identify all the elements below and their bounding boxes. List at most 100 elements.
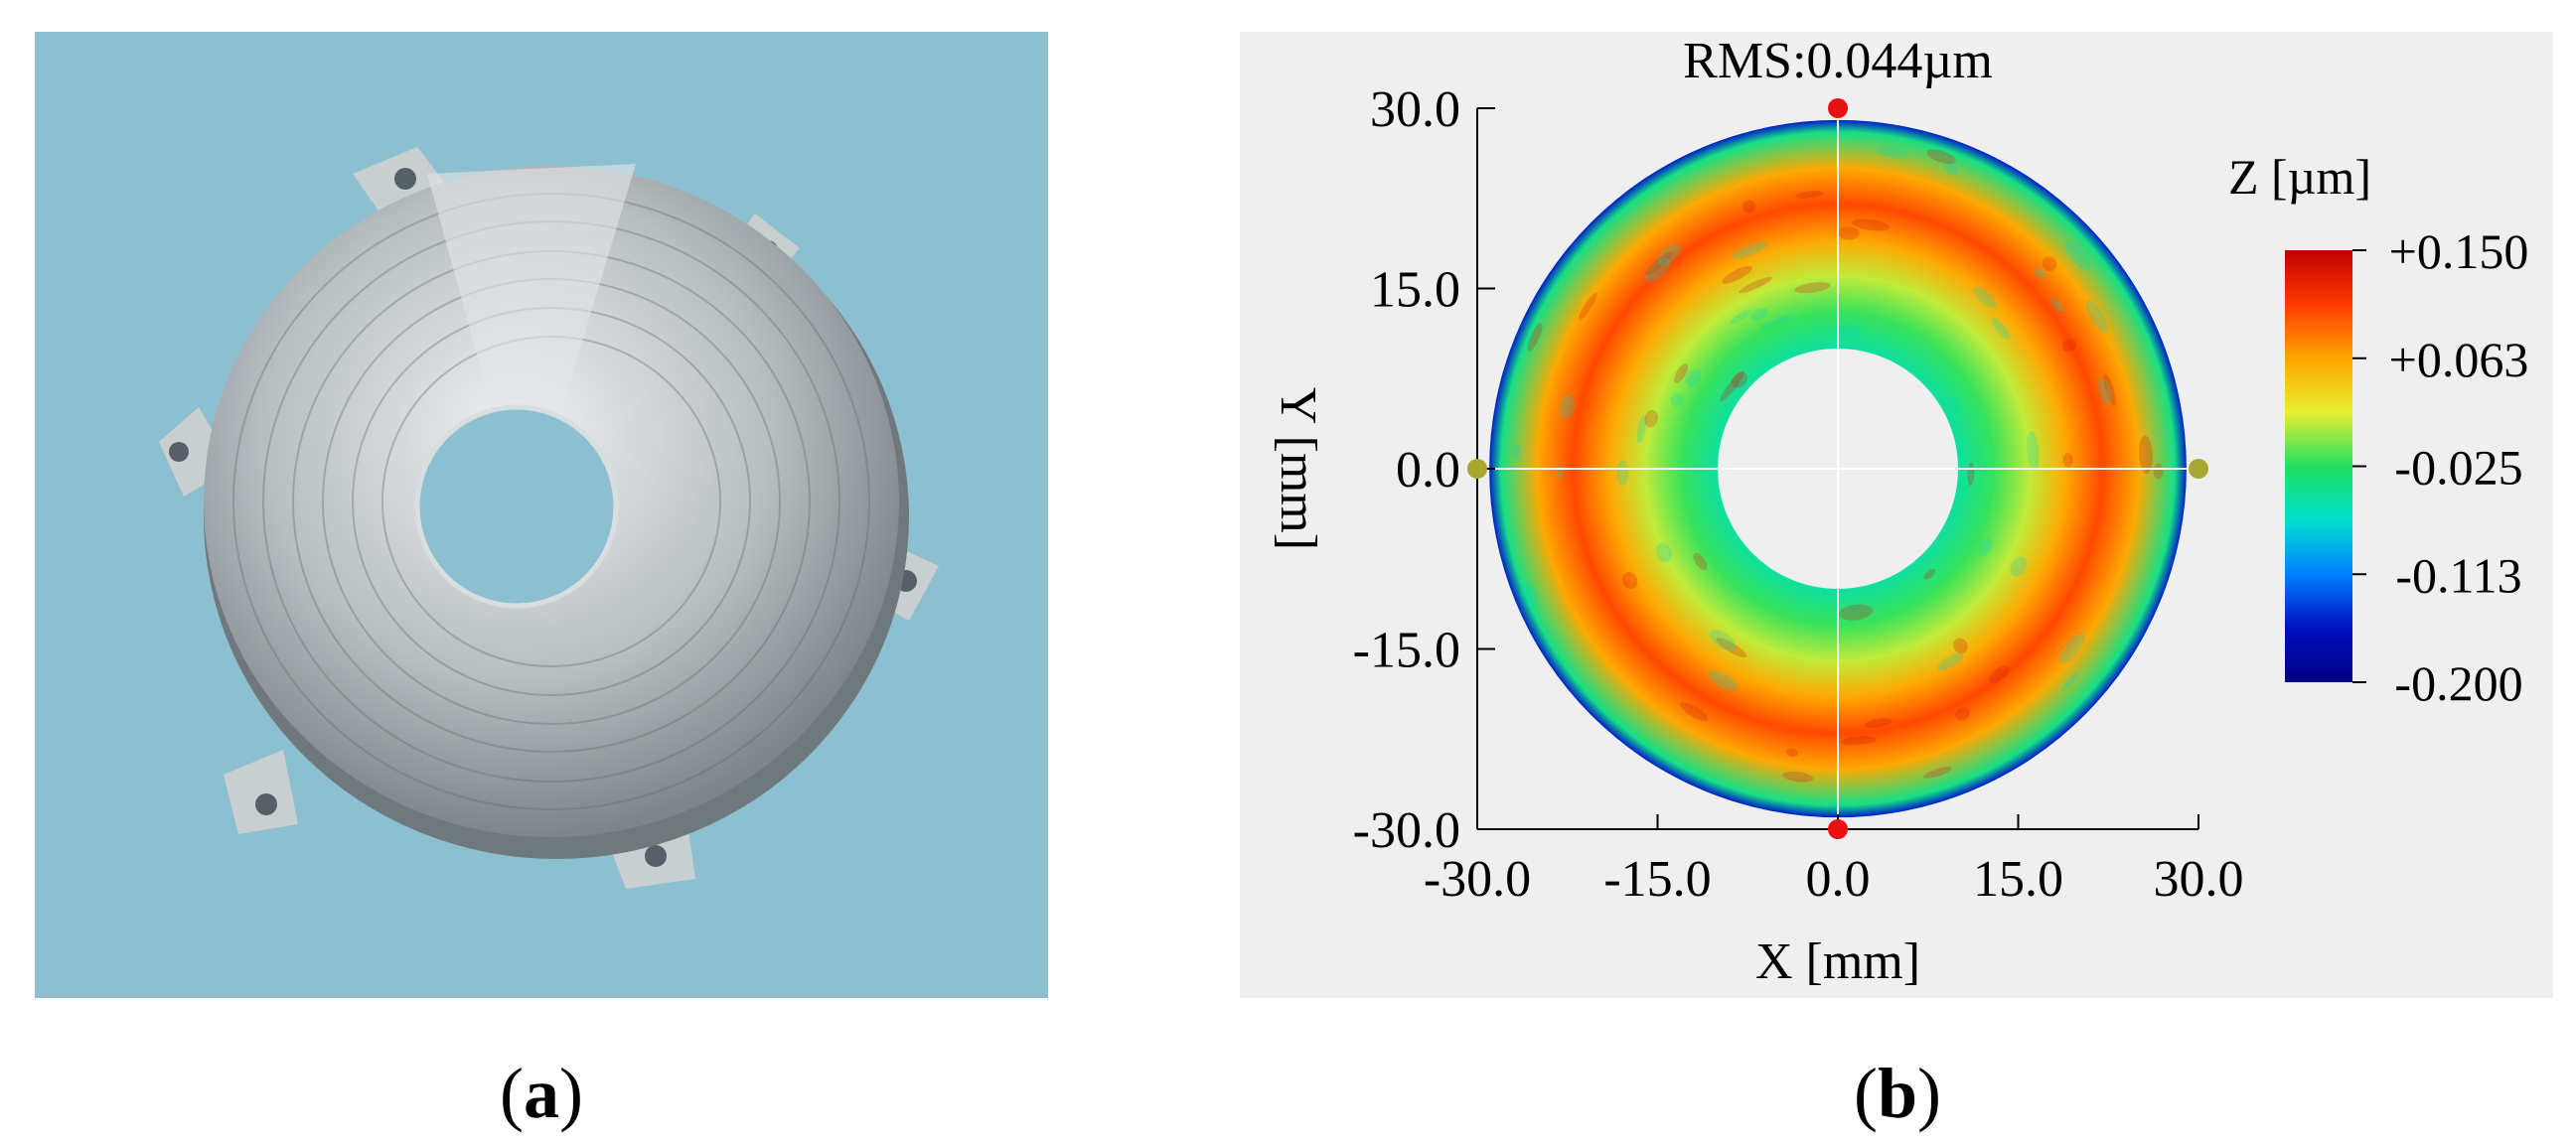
caption-b: (b) [1854, 1054, 1941, 1133]
texture-speck [1988, 665, 2010, 684]
reference-marker [1828, 98, 1848, 118]
mounting-tab [224, 750, 298, 834]
texture-speck [2010, 556, 2027, 577]
texture-speck [1512, 443, 1522, 459]
caption-b-close: ) [1917, 1054, 1941, 1133]
x-tick-label: 0.0 [1806, 851, 1871, 908]
texture-speck [1794, 282, 1831, 294]
texture-speck [1943, 163, 1959, 175]
x-tick-label: -30.0 [1424, 851, 1531, 908]
y-tick-label: 15.0 [1370, 262, 1460, 319]
texture-speck [1955, 707, 1970, 721]
texture-speck [1645, 251, 1673, 276]
texture-speck [1616, 460, 1629, 487]
texture-speck [1785, 748, 1799, 758]
y-tick-label: -30.0 [1353, 802, 1460, 859]
texture-speck [1578, 292, 1597, 321]
texture-speck [2153, 463, 2164, 480]
texture-speck [1953, 638, 1968, 653]
rms-title: RMS:0.044µm [1683, 33, 1993, 89]
center-hole-edge [414, 404, 619, 609]
texture-speck [2042, 256, 2057, 272]
texture-speck [1923, 767, 1952, 779]
panel-b-plot: RMS:0.044µm 30.0 15.0 0.0 -15.0 -30.0 -30.0 -… [1240, 32, 2553, 998]
texture-speck [1636, 414, 1647, 444]
texture-speck [2103, 373, 2116, 407]
caption-b-open: ( [1854, 1054, 1878, 1133]
colorbar-label: +0.150 [2389, 223, 2529, 279]
reference-marker [1828, 819, 1848, 839]
texture-speck [1720, 370, 1744, 402]
texture-speck [1973, 286, 1998, 309]
tab-hole [255, 793, 277, 815]
texture-speck [2060, 671, 2079, 692]
colorbar-label: +0.063 [2389, 332, 2529, 387]
colorbar-label: -0.025 [2394, 440, 2522, 496]
texture-speck [1759, 314, 1795, 330]
texture-speck [1978, 538, 1993, 557]
colorbar-labels: +0.150 +0.063 -0.025 -0.113 -0.200 [2352, 223, 2528, 711]
texture-speck [1708, 670, 1738, 691]
caption-a-open: ( [500, 1054, 524, 1133]
texture-speck [2050, 297, 2063, 313]
texture-speck [1782, 771, 1814, 783]
texture-speck [2139, 435, 2153, 475]
texture-speck [1838, 604, 1874, 621]
texture-speck [1656, 243, 1681, 265]
texture-speck [2062, 452, 2073, 468]
caption-b-letter: b [1878, 1054, 1917, 1133]
texture-speck [1670, 392, 1684, 407]
texture-speck [1947, 396, 1960, 415]
texture-speck [1693, 552, 1708, 571]
tab-hole [394, 168, 416, 190]
texture-speck [1644, 409, 1658, 428]
texture-speck [1852, 218, 1891, 231]
texture-speck [1680, 702, 1709, 721]
reference-marker [2189, 459, 2208, 479]
texture-speck [1834, 325, 1863, 339]
y-axis-ticks: 30.0 15.0 0.0 -15.0 -30.0 [1353, 81, 1495, 859]
texture-speck [1936, 652, 1964, 671]
reference-marker [1467, 459, 1487, 479]
texture-speck [1685, 369, 1702, 387]
caption-a-letter: a [524, 1054, 559, 1133]
texture-speck [2085, 300, 2108, 334]
texture-speck [1731, 371, 1747, 388]
texture-speck [1655, 542, 1673, 563]
texture-speck [1795, 191, 1824, 199]
x-tick-label: 15.0 [1973, 851, 2063, 908]
colorbar-title: Z [µm] [2228, 149, 2371, 205]
x-tick-label: -15.0 [1603, 851, 1711, 908]
texture-speck [1527, 323, 1543, 352]
tab-hole [645, 845, 667, 867]
texture-speck [1991, 318, 2011, 340]
texture-speck [1864, 718, 1893, 728]
texture-speck [1837, 226, 1860, 240]
texture-speck [1926, 149, 1956, 165]
texture-speck [1732, 241, 1768, 259]
texture-speck [1731, 309, 1751, 325]
caption-a: (a) [500, 1054, 583, 1133]
texture-speck [2061, 339, 2077, 353]
x-axis-label: X [mm] [1755, 933, 1920, 990]
texture-speck [1722, 265, 1752, 284]
texture-speck [1923, 568, 1936, 580]
panel-a-photo [35, 32, 1048, 998]
texture-speck [2035, 267, 2046, 280]
colorbar-label: -0.200 [2394, 655, 2522, 711]
texture-speck [1520, 583, 1538, 608]
texture-speck [1559, 394, 1576, 419]
colorbar [2285, 250, 2352, 682]
texture-speck [1739, 276, 1772, 294]
texture-speck [2098, 377, 2112, 405]
colorbar-label: -0.113 [2395, 547, 2521, 603]
texture-speck [1749, 308, 1768, 321]
texture-speck [1877, 146, 1909, 159]
caption-a-close: ) [559, 1054, 583, 1133]
center-hole [417, 407, 616, 606]
texture-speck [2064, 241, 2091, 271]
y-tick-label: 0.0 [1396, 442, 1460, 499]
tab-hole [169, 442, 189, 462]
texture-speck [1621, 572, 1638, 590]
y-tick-label: 30.0 [1370, 81, 1460, 138]
